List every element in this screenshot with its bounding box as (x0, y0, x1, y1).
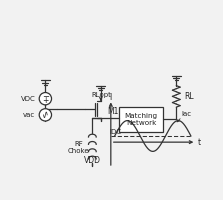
Text: +: + (42, 96, 49, 105)
Text: RL: RL (185, 92, 194, 101)
Text: I: I (109, 93, 111, 102)
Text: M1: M1 (107, 107, 118, 116)
Bar (119, 107, 163, 132)
Text: −: − (42, 92, 49, 101)
Text: VDC: VDC (21, 96, 35, 102)
Text: RF
Choke: RF Choke (68, 141, 89, 154)
Text: VDD: VDD (84, 156, 101, 165)
Circle shape (39, 93, 52, 105)
Text: t: t (198, 138, 201, 147)
Text: IDC: IDC (109, 129, 121, 135)
Text: Matching
Network: Matching Network (125, 113, 158, 126)
Text: vac: vac (23, 112, 35, 118)
Text: Iac: Iac (181, 111, 192, 117)
Text: RLopt: RLopt (91, 92, 111, 98)
Circle shape (39, 109, 52, 121)
